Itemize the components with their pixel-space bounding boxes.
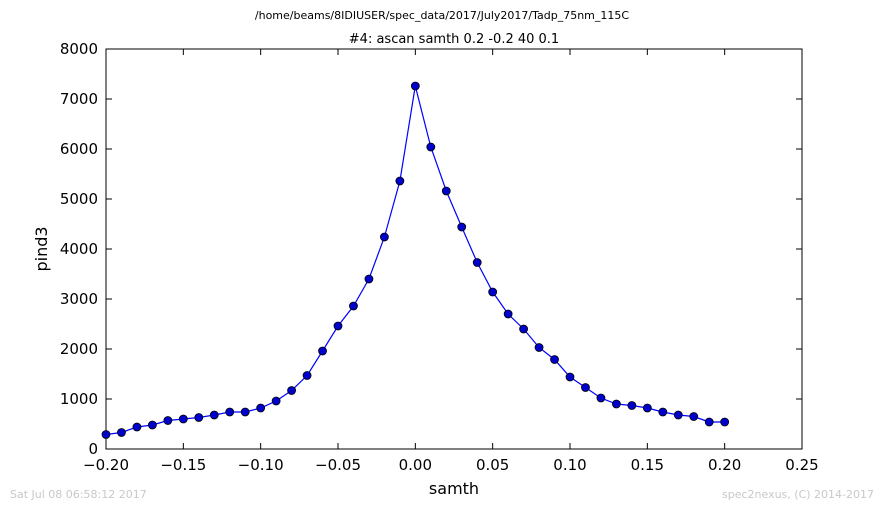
data-point [364,274,374,284]
data-point [163,416,173,425]
y-tick-label: 4000 [60,240,98,258]
data-point [441,186,451,196]
x-tick-label: −0.05 [315,456,361,474]
chart-title: #4: ascan samth 0.2 -0.2 40 0.1 [349,32,559,47]
data-point [410,81,420,91]
footer-credit: spec2nexus, (C) 2014-2017 [722,488,874,501]
data-point [209,410,219,420]
x-axis: −0.20 −0.15 −0.10 −0.05 0.00 0.05 0.10 0.15 0.20… [83,49,819,474]
data-point [302,371,312,380]
y-tick-label: 2000 [60,340,98,358]
y-tick-label: 5000 [60,190,98,208]
data-point [720,417,730,427]
data-point [519,324,528,334]
x-tick-label: 0.00 [399,456,432,474]
data-point [256,403,266,413]
data-point [117,428,126,437]
plot-frame [105,48,803,450]
data-point [178,414,188,424]
data-point [132,422,142,432]
y-tick-label: 8000 [60,40,98,58]
data-point [689,412,699,421]
data-point [627,401,637,410]
y-tick-label: 0 [88,440,98,458]
data-point [565,372,575,382]
y-tick-label: 3000 [60,290,98,308]
data-point [472,258,482,267]
data-point [225,407,235,417]
y-axis-label: pind3 [32,226,51,271]
data-point [147,420,157,430]
data-point [534,343,544,352]
data-point [318,346,327,356]
data-point [488,287,498,297]
y-tick-label: 7000 [60,90,98,108]
x-tick-label: −0.15 [160,456,206,474]
x-tick-label: 0.05 [476,456,509,474]
footer-timestamp: Sat Jul 08 06:58:12 2017 [10,488,147,501]
data-point [550,355,559,364]
data-point [673,410,683,420]
data-point [287,386,297,395]
data-point [581,383,590,392]
data-point [379,232,389,242]
data-point [658,407,668,417]
data-point [642,403,652,413]
x-tick-label: 0.15 [631,456,664,474]
data-point [271,396,281,406]
data-point [101,430,111,439]
x-tick-label: 0.25 [785,456,818,474]
x-tick-label: −0.20 [83,456,129,474]
data-point [395,176,405,186]
x-tick-label: 0.10 [553,456,586,474]
x-tick-label: −0.10 [238,456,284,474]
x-tick-label: 0.20 [708,456,741,474]
data-point [333,321,343,331]
data-point [612,399,621,409]
data-point [426,142,436,152]
data-point [194,413,204,422]
y-tick-label: 6000 [60,140,98,158]
data-point [503,309,513,319]
data-point [457,222,467,232]
data-point [704,417,714,427]
series-markers [101,81,730,439]
data-point [240,407,250,417]
y-axis: 0 1000 2000 3000 4000 5000 6000 7000 8000 [60,40,802,458]
chart-suptitle: /home/beams/8IDIUSER/spec_data/2017/July… [255,9,630,22]
x-axis-label: samth [429,479,479,498]
y-tick-label: 1000 [60,390,98,408]
data-point [349,301,358,311]
data-point [596,393,606,403]
